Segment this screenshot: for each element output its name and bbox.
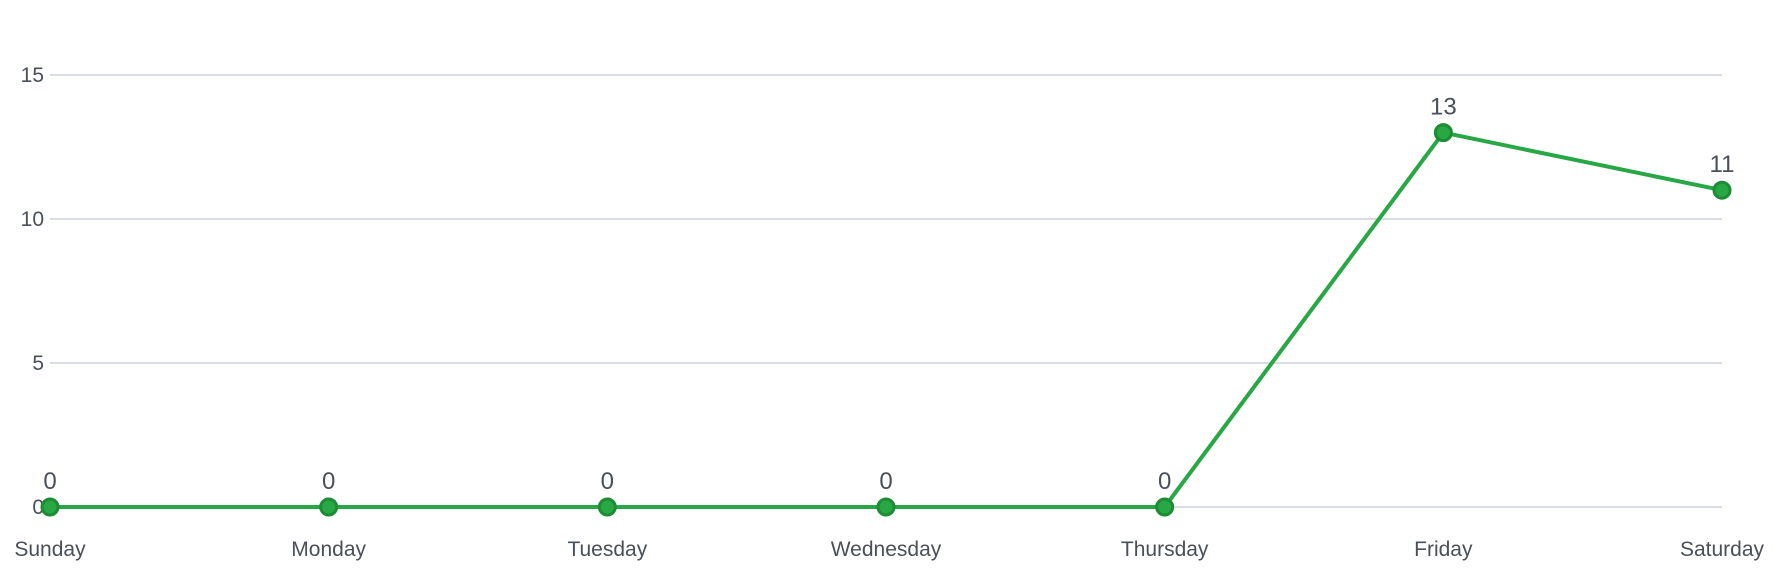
series-line [50,133,1722,507]
data-label: 0 [43,468,56,495]
data-point[interactable] [1435,125,1451,141]
data-label: 0 [1158,468,1171,495]
data-label: 0 [601,468,614,495]
data-label: 13 [1430,94,1457,121]
data-points [42,125,1730,515]
data-labels: 0 0 0 0 0 13 11 [43,94,1734,495]
data-point[interactable] [878,499,894,515]
x-tick-label: Wednesday [831,538,942,561]
data-label: 11 [1710,151,1735,178]
y-tick-label: 5 [32,352,44,375]
x-tick-label: Monday [291,538,366,561]
y-tick-label: 10 [21,208,44,231]
data-label: 0 [322,468,335,495]
data-point[interactable] [1157,499,1173,515]
data-label: 0 [879,468,892,495]
data-point[interactable] [42,499,58,515]
data-point[interactable] [599,499,615,515]
data-point[interactable] [321,499,337,515]
x-tick-label: Sunday [14,538,86,561]
series-line-group [50,133,1722,507]
x-tick-label: Tuesday [567,538,647,561]
x-tick-label: Friday [1414,538,1473,561]
y-tick-label: 15 [21,64,44,87]
x-axis: Sunday Monday Tuesday Wednesday Thursday Frid… [14,538,1764,561]
x-tick-label: Saturday [1680,538,1765,561]
data-point[interactable] [1714,182,1730,198]
x-tick-label: Thursday [1121,538,1209,561]
